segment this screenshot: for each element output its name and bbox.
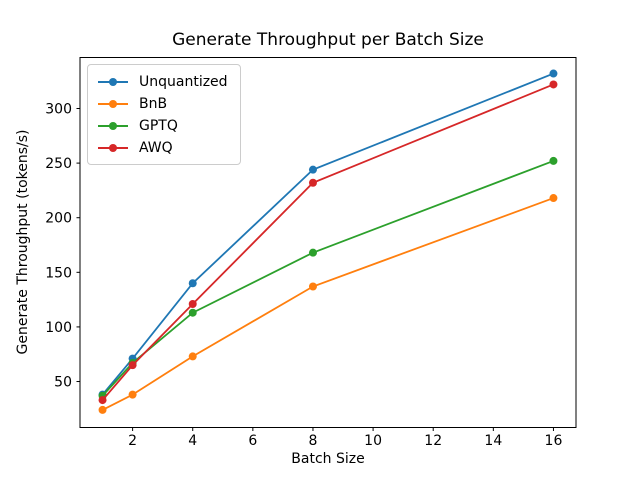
data-point-gptq-8	[308, 248, 317, 257]
y-tick-label: 250	[45, 156, 72, 172]
x-tick-label: 2	[128, 433, 137, 449]
data-point-awq-8	[308, 178, 317, 187]
x-tick-label: 12	[424, 433, 442, 449]
legend-label: GPTQ	[139, 117, 178, 134]
y-tick-label: 200	[45, 211, 72, 227]
x-tick-label: 10	[364, 433, 382, 449]
data-point-awq-2	[128, 361, 137, 370]
legend-line-marker-icon	[98, 99, 128, 109]
legend-item-unquantized: Unquantized	[98, 73, 228, 90]
series-line-gptq	[101, 160, 554, 397]
y-tick-label: 150	[45, 265, 72, 281]
x-axis-label: Batch Size	[291, 451, 365, 467]
y-tick-label: 50	[54, 375, 72, 391]
y-tick-label: 100	[45, 320, 72, 336]
legend-label: BnB	[139, 95, 168, 112]
legend-label: Unquantized	[139, 73, 228, 90]
x-tick-label: 4	[188, 433, 197, 449]
legend: Unquantized BnB GPTQ AWQ	[87, 64, 241, 165]
legend-item-gptq: GPTQ	[98, 117, 228, 134]
plot-border	[79, 57, 577, 428]
legend-line-marker-icon	[98, 143, 128, 153]
data-point-unquantized-16	[549, 69, 558, 78]
legend-line-marker-icon	[98, 77, 128, 87]
data-point-gptq-16	[549, 156, 558, 165]
data-point-bnb-2	[128, 390, 137, 399]
data-point-awq-16	[549, 80, 558, 89]
x-tick-label: 6	[248, 433, 257, 449]
data-point-bnb-1	[98, 405, 107, 414]
legend-label: AWQ	[139, 139, 173, 156]
data-point-awq-1	[98, 396, 107, 405]
data-point-awq-4	[188, 299, 197, 308]
series-line-bnb	[102, 197, 554, 411]
y-tick-label: 300	[45, 102, 72, 118]
data-point-unquantized-4	[188, 279, 197, 288]
data-point-gptq-4	[188, 308, 197, 317]
x-tick-label: 8	[309, 433, 318, 449]
x-tick-label: 16	[545, 433, 563, 449]
data-point-bnb-4	[188, 352, 197, 361]
legend-item-bnb: BnB	[98, 95, 228, 112]
legend-line-marker-icon	[98, 121, 128, 131]
legend-item-awq: AWQ	[98, 139, 228, 156]
data-point-bnb-16	[549, 194, 558, 203]
chart-title: Generate Throughput per Batch Size	[172, 30, 484, 50]
data-point-bnb-8	[308, 282, 317, 291]
x-tick-label: 14	[484, 433, 502, 449]
data-point-unquantized-8	[308, 165, 317, 174]
